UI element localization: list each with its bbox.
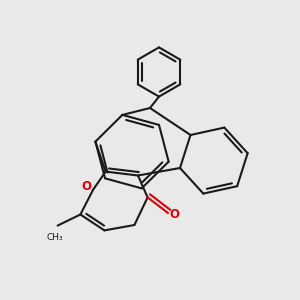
Text: O: O	[169, 208, 180, 221]
Text: O: O	[81, 180, 92, 193]
Text: CH₃: CH₃	[47, 233, 64, 242]
